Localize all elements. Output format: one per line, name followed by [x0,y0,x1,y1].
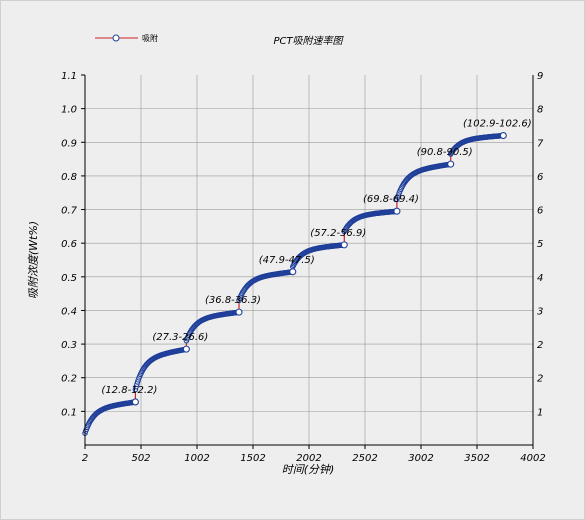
stage-annotation-label: (102.9-102.6) [463,119,532,130]
stage-end-marker [340,241,348,249]
right-tick-label: 3 [537,306,543,317]
axes [81,74,534,449]
right-tick-label: 6 [537,206,543,217]
right-tick-labels: 1 2 2 3 4 5 6 6 7 8 9 [537,71,544,418]
legend: 吸附 [95,33,158,43]
y-tick-label: 0.8 [61,172,77,183]
stage-annotation-label: (69.8-69.4) [363,194,419,205]
stage-end-marker [182,345,190,353]
x-tick-label: 1502 [240,453,265,464]
right-tick-label: 1 [537,407,543,418]
right-tick-label: 8 [537,105,543,116]
y-tick-label: 0.6 [61,239,77,250]
y-tick-label: 0.9 [61,138,77,149]
right-tick-label: 6 [537,172,543,183]
x-tick-label: 1002 [184,453,209,464]
legend-label: 吸附 [142,33,158,43]
chart-title: PCT吸附速率图 [273,35,344,47]
right-tick-label: 7 [537,138,544,149]
right-tick-label: 5 [537,239,543,250]
stage-end-marker [393,207,401,215]
legend-marker [112,34,120,42]
y-tick-label: 1.0 [61,105,77,116]
x-tick-label: 2 [82,453,88,464]
right-tick-label: 4 [537,273,543,284]
stage-annotation-label: (90.8-90.5) [417,147,473,158]
y-tick-label: 0.2 [61,374,77,385]
right-tick-label: 2 [537,340,543,351]
stage-annotations: (12.8-12.2) (27.3-26.6) (36.8-36.3) (47.9-4… [101,119,532,406]
grid-lines [85,75,533,445]
x-tick-label: 2502 [352,453,377,464]
stage-end-marker [235,308,243,316]
y-tick-label: 1.1 [61,71,77,82]
stage-annotation-label: (27.3-26.6) [152,332,208,343]
stage-end-marker [289,268,297,276]
x-axis-label: 时间(分钟) [282,463,335,476]
x-tick-label: 3002 [408,453,433,464]
stage-annotation-label: (36.8-36.3) [205,295,261,306]
x-tick-label: 4002 [520,453,545,464]
y-axis-label: 吸附浓度(Wt%) [27,221,40,299]
y-tick-label: 0.5 [61,273,77,284]
right-tick-label: 9 [537,71,543,82]
x-tick-label: 2002 [296,453,321,464]
stage-annotation-label: (12.8-12.2) [101,385,157,396]
y-tick-labels: 0.1 0.2 0.3 0.4 0.5 0.6 0.7 0.8 0.9 1.0 1.1 [61,71,78,418]
stage-end-marker [499,131,507,140]
stage-end-marker [447,160,455,168]
y-tick-label: 0.3 [61,340,77,351]
stage-end-marker [131,398,139,406]
x-tick-label: 502 [131,453,150,464]
y-tick-label: 0.7 [61,206,78,217]
y-tick-label: 0.4 [61,306,77,317]
stage-annotation-label: (47.9-47.5) [259,255,315,266]
x-tick-labels: 2 502 1002 1502 2002 2502 3002 3502 4002 [82,453,546,464]
right-tick-label: 2 [537,374,543,385]
x-tick-label: 3502 [464,453,489,464]
stage-annotation-label: (57.2-56.9) [310,228,366,239]
y-tick-label: 0.1 [61,407,77,418]
